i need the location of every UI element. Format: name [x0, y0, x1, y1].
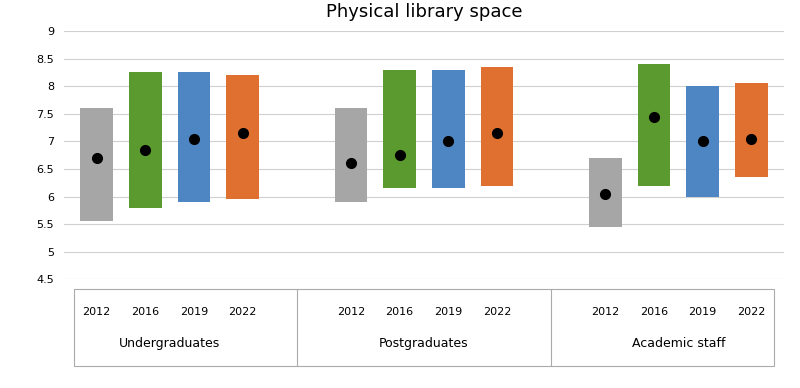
- Text: 2016: 2016: [386, 307, 414, 317]
- Text: 2012: 2012: [337, 307, 365, 317]
- Text: 2012: 2012: [82, 307, 110, 317]
- Bar: [334, 108, 367, 202]
- Bar: [481, 67, 514, 185]
- Text: 2022: 2022: [483, 307, 511, 317]
- Text: 2022: 2022: [737, 307, 766, 317]
- Bar: [226, 75, 259, 199]
- Text: 2022: 2022: [229, 307, 257, 317]
- Bar: [638, 64, 670, 185]
- Bar: [686, 86, 719, 197]
- Bar: [80, 108, 113, 222]
- Text: 2016: 2016: [131, 307, 159, 317]
- Bar: [735, 83, 768, 177]
- Title: Physical library space: Physical library space: [326, 3, 522, 21]
- Bar: [589, 158, 622, 227]
- Bar: [383, 70, 416, 188]
- Text: 2019: 2019: [180, 307, 208, 317]
- Text: Undergraduates: Undergraduates: [119, 338, 220, 350]
- Text: 2016: 2016: [640, 307, 668, 317]
- Text: Academic staff: Academic staff: [631, 338, 725, 350]
- Text: 2019: 2019: [434, 307, 462, 317]
- Bar: [129, 73, 162, 208]
- Text: Postgraduates: Postgraduates: [379, 338, 469, 350]
- Bar: [432, 70, 465, 188]
- Text: 2012: 2012: [591, 307, 619, 317]
- Bar: [178, 73, 210, 202]
- Text: 2019: 2019: [689, 307, 717, 317]
